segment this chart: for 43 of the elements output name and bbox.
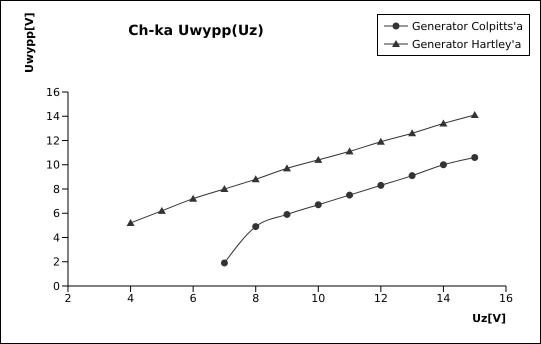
y-tick-label: 0	[53, 280, 60, 293]
point	[439, 120, 448, 127]
point	[158, 206, 166, 214]
point	[376, 138, 385, 145]
legend-label: Generator Colpitts'a	[412, 20, 523, 32]
x-tick-label: 12	[374, 292, 388, 305]
x-tick-label: 10	[311, 292, 326, 305]
point	[283, 164, 291, 172]
chart-title: Ch-ka Uwypp(Uz)	[128, 23, 264, 39]
y-tick-label: 4	[53, 231, 60, 244]
point	[220, 259, 228, 266]
point	[471, 154, 478, 161]
point	[314, 156, 322, 163]
y-tick-label: 12	[46, 134, 60, 148]
point	[346, 192, 354, 199]
y-tick-label: 6	[53, 207, 60, 220]
point	[252, 223, 260, 230]
point	[252, 175, 260, 182]
x-tick-label: 16	[499, 292, 513, 305]
x-tick-label: 4	[127, 292, 134, 305]
x-tick-label: 8	[252, 292, 260, 305]
y-tick-label: 10	[46, 158, 60, 172]
point	[377, 182, 384, 189]
point	[440, 161, 447, 168]
y-tick-label: 14	[46, 110, 60, 124]
point	[408, 129, 416, 136]
point	[470, 111, 479, 118]
point	[408, 172, 416, 180]
y-tick-label: 8	[53, 182, 60, 196]
point	[346, 147, 354, 154]
x-tick-label: 6	[190, 292, 197, 305]
x-tick-label: 2	[64, 292, 72, 305]
y-axis-title: Uwypp[V]	[23, 12, 36, 73]
point	[284, 210, 290, 218]
y-tick-label: 2	[53, 256, 60, 269]
y-tick-label: 16	[46, 86, 60, 99]
x-tick-label: 14	[436, 292, 450, 305]
legend-label: Generator Hartley'a	[412, 38, 522, 50]
x-axis-title: Uz[V]	[472, 312, 506, 325]
point	[189, 194, 198, 202]
point	[314, 201, 322, 208]
point	[126, 218, 135, 226]
point	[220, 185, 228, 192]
